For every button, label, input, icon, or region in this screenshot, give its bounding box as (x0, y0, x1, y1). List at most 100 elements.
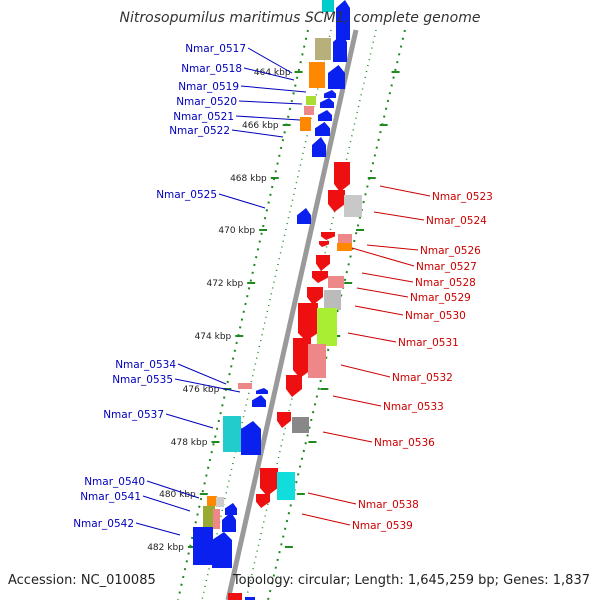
gene-label-forward: Nmar_0535 (112, 374, 173, 386)
gene-label-forward: Nmar_0525 (156, 189, 217, 201)
feature-forward (320, 98, 334, 108)
feature-reverse (260, 468, 278, 496)
gene-label-reverse: Nmar_0526 (420, 245, 481, 257)
gene-label-forward: Nmar_0522 (169, 125, 230, 137)
leader-line (322, 431, 373, 443)
feature-cyan (277, 472, 295, 500)
feature-red (228, 593, 242, 600)
tick-label: 468 kbp (230, 174, 267, 184)
leader-line (235, 115, 301, 121)
feature-forward (225, 503, 237, 515)
gene-label-reverse: Nmar_0523 (432, 191, 493, 203)
genome-backbone (225, 29, 359, 600)
feature-forward (312, 137, 326, 157)
feature-lime (306, 96, 316, 105)
leader-line (301, 513, 351, 526)
leader-line (379, 185, 431, 197)
topology-text: Topology: circular; Length: 1,645,259 bp… (232, 573, 590, 588)
label-leaders (135, 47, 431, 536)
feature-forward (328, 65, 345, 89)
feature-forward (336, 0, 350, 40)
gene-label-reverse: Nmar_0528 (415, 277, 476, 289)
gene-label-forward: Nmar_0540 (84, 476, 145, 488)
feature-forward (315, 122, 330, 136)
feature-forward (333, 34, 347, 62)
gene-label-reverse: Nmar_0536 (374, 437, 435, 449)
feature-grey (324, 290, 341, 310)
feature-orange (309, 62, 325, 88)
gene-label-forward: Nmar_0517 (185, 43, 246, 55)
tick-label: 480 kbp (159, 490, 196, 500)
leader-line (135, 522, 181, 536)
feature-olive (203, 506, 215, 528)
feature-salmon (304, 106, 314, 115)
feature-forward (252, 395, 266, 407)
leader-line (146, 480, 200, 499)
leader-line (366, 244, 419, 251)
feature-orange (300, 117, 311, 131)
leader-line (351, 247, 415, 267)
feature-reverse (293, 338, 311, 378)
page-title: Nitrosopumilus maritimus SCM1, complete … (119, 10, 481, 26)
feature-grey (292, 417, 309, 433)
scale-ticks: 464 kbp 466 kbp 468 kbp 470 kbp 472 kbp 474 k… (147, 68, 400, 553)
feature-forward (212, 532, 232, 568)
feature-reverse (316, 255, 330, 271)
tick-label: 474 kbp (195, 332, 232, 342)
leader-line (340, 364, 391, 378)
feature-forward (256, 388, 268, 394)
tick-label: 478 kbp (171, 438, 208, 448)
leader-line (218, 193, 266, 209)
leader-line (332, 395, 382, 407)
leader-line (354, 305, 404, 316)
gene-label-forward: Nmar_0520 (176, 96, 237, 108)
leader-line (165, 413, 214, 429)
feature-salmon (328, 276, 344, 288)
leader-line (243, 67, 295, 81)
gene-features (193, 0, 362, 600)
feature-reverse (307, 287, 323, 305)
feature-forward-box (193, 527, 213, 565)
gene-label-forward: Nmar_0518 (181, 63, 242, 75)
feature-reverse (312, 271, 328, 283)
leader-line (307, 492, 357, 505)
feature-reverse (328, 190, 345, 212)
leader-line (238, 100, 303, 105)
feature-reverse (256, 494, 270, 508)
tick-label: 466 kbp (242, 121, 279, 131)
feature-reverse (321, 232, 335, 240)
leader-line (174, 378, 241, 393)
feature-reverse (286, 375, 302, 397)
gene-label-reverse: Nmar_0531 (398, 337, 459, 349)
gene-label-reverse: Nmar_0530 (405, 310, 466, 322)
gene-label-reverse: Nmar_0533 (383, 401, 444, 413)
tick-label: 472 kbp (206, 279, 243, 289)
feature-forward (318, 110, 332, 121)
leader-line (231, 129, 284, 138)
feature-forward (241, 421, 261, 455)
feature-reverse (334, 162, 350, 192)
gene-label-forward: Nmar_0537 (103, 409, 164, 421)
gene-label-reverse: Nmar_0532 (392, 372, 453, 384)
gene-label-forward: Nmar_0519 (178, 81, 239, 93)
gene-label-reverse: Nmar_0529 (410, 292, 471, 304)
feature-salmon (238, 383, 252, 389)
tick-label: 482 kbp (147, 543, 184, 553)
gene-label-reverse: Nmar_0539 (352, 520, 413, 532)
feature-forward (222, 512, 236, 532)
leader-line (373, 211, 425, 221)
feature-forward (324, 90, 336, 98)
feature-cyan (223, 416, 241, 452)
feature-forward (297, 208, 311, 224)
feature-salmon (338, 234, 352, 244)
feature-reverse (277, 412, 291, 428)
leader-line (142, 495, 191, 512)
leader-line (177, 363, 227, 385)
tick-label: 476 kbp (183, 385, 220, 395)
leader-line (247, 47, 293, 74)
feature-orange (207, 496, 217, 506)
feature-reverse (319, 241, 329, 247)
feature-cyan (322, 0, 334, 12)
feature-salmon (213, 509, 220, 529)
